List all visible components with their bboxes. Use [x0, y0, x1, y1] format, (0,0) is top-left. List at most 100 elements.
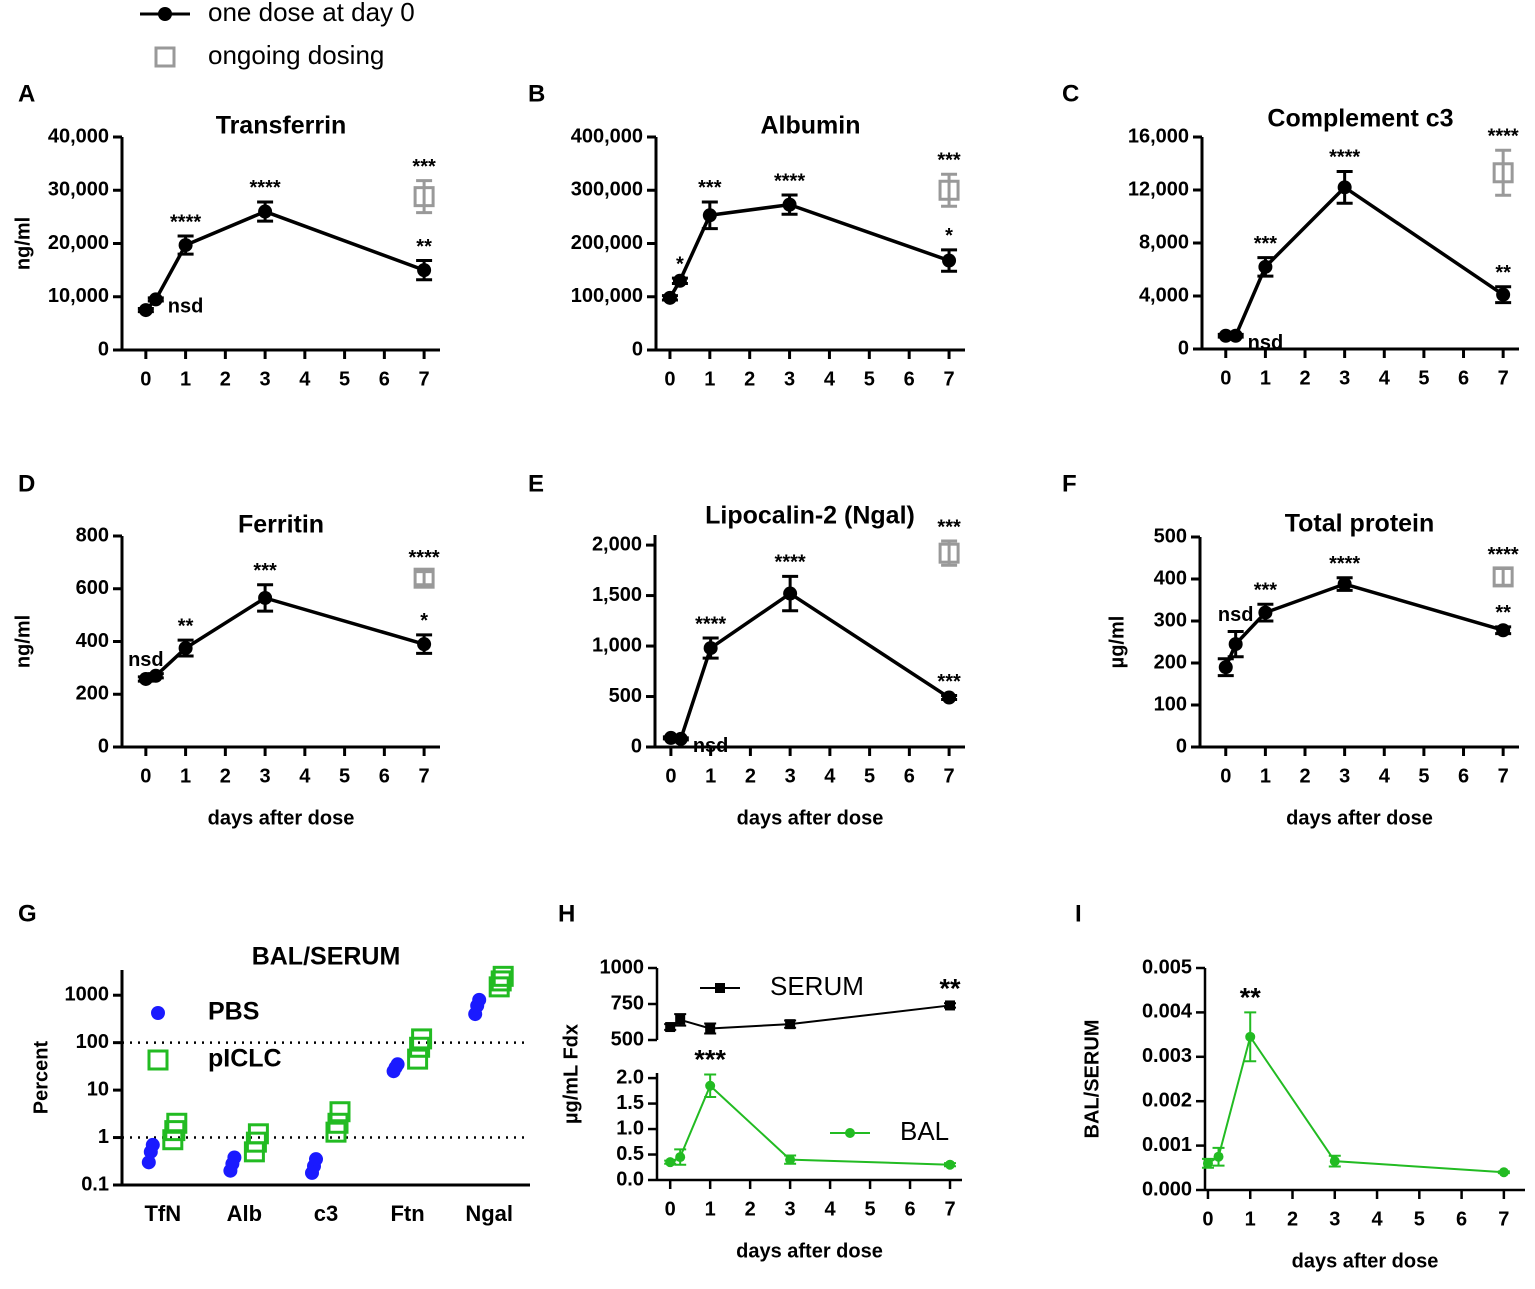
error-bar	[941, 172, 958, 208]
annotation: **	[1495, 602, 1511, 624]
y-tick-label: 0	[98, 735, 109, 757]
annotation: ****	[695, 613, 726, 635]
x-tick-label: 5	[1414, 1208, 1425, 1230]
marker	[1218, 660, 1233, 675]
marker	[141, 1155, 156, 1170]
y-tick-label: 0	[632, 338, 643, 360]
annotation: ***	[1254, 579, 1278, 601]
marker	[407, 1048, 429, 1070]
x-tick-label: 5	[1418, 765, 1429, 787]
x-tick-label: 4	[825, 1198, 837, 1220]
annotation: ****	[1488, 126, 1519, 148]
marker	[1245, 1031, 1256, 1042]
panel-letter: H	[558, 900, 575, 927]
x-tick-label: 0	[1220, 765, 1231, 787]
x-tick-label: 7	[1498, 765, 1509, 787]
x-tick-label: 3	[260, 765, 271, 787]
x-tick-label: 2	[1287, 1208, 1298, 1230]
y-tick-label: 4,000	[1139, 284, 1189, 306]
panel-letter: G	[18, 900, 37, 927]
x-tick-label: TfN	[144, 1201, 181, 1226]
marker	[164, 1120, 186, 1142]
chart-title: Albumin	[761, 112, 861, 140]
annotation: ****	[774, 170, 805, 192]
y-tick-label: 10,000	[48, 285, 109, 307]
marker	[782, 197, 797, 212]
y-tick-label: 0	[98, 338, 109, 360]
x-tick-label: 5	[1418, 367, 1429, 389]
marker	[417, 637, 432, 652]
x-tick-label: 7	[419, 765, 430, 787]
marker	[1496, 287, 1511, 302]
x-tick-label: Ftn	[390, 1201, 424, 1226]
y-axis-label: ng/ml	[12, 217, 34, 270]
y-tick-label: 300	[1154, 609, 1187, 631]
marker	[673, 731, 688, 746]
annotation: **	[178, 615, 194, 637]
x-tick-label: 6	[1456, 1208, 1467, 1230]
x-tick-label: 4	[1371, 1208, 1383, 1230]
annotation: ***	[1254, 233, 1278, 255]
marker	[247, 1123, 269, 1145]
y-tick-label: 1000	[600, 956, 645, 978]
annotation: ****	[250, 177, 281, 199]
y-axis-label: µg/ml	[1106, 616, 1128, 669]
x-tick-label: 4	[824, 368, 836, 390]
x-tick-label: 0	[1220, 367, 1231, 389]
annotation: ***	[694, 1045, 726, 1075]
x-tick-label: 1	[180, 368, 191, 390]
x-tick-label: 1	[180, 765, 191, 787]
marker	[1498, 1167, 1509, 1178]
marker	[945, 1159, 956, 1170]
x-tick-label: 6	[904, 368, 915, 390]
x-tick-label: 6	[904, 1198, 915, 1220]
x-tick-label: 0	[1202, 1208, 1213, 1230]
marker	[411, 1028, 433, 1050]
annotation: ****	[1329, 147, 1360, 169]
annotation: ***	[937, 671, 961, 693]
x-tick-label: 5	[864, 1198, 875, 1220]
panel-letter: B	[528, 80, 545, 107]
x-tick-label: 7	[1498, 367, 1509, 389]
marker	[945, 1000, 956, 1011]
x-tick-label: 2	[744, 368, 755, 390]
x-tick-label: 0	[665, 1198, 676, 1220]
y-tick-label: 1	[98, 1126, 109, 1148]
x-tick-label: 4	[299, 765, 311, 787]
annotation: ***	[698, 177, 722, 199]
marker	[665, 1022, 676, 1033]
annotation: ***	[253, 560, 277, 582]
y-tick-label: 1,000	[592, 634, 642, 656]
marker	[1228, 637, 1243, 652]
y-tick-label: 0.002	[1142, 1089, 1192, 1111]
x-tick-label: 3	[785, 1198, 796, 1220]
x-tick-label: Alb	[227, 1201, 262, 1226]
marker	[1258, 605, 1273, 620]
y-tick-label: 1,500	[592, 584, 642, 606]
series-line	[1207, 1034, 1504, 1174]
x-tick-label: 4	[1379, 367, 1391, 389]
marker	[1337, 180, 1352, 195]
marker	[942, 253, 957, 268]
y-tick-label: 400,000	[571, 125, 643, 147]
marker	[138, 303, 153, 318]
y-tick-label: 200	[76, 683, 109, 705]
annotation: *	[676, 253, 684, 275]
error-bar	[416, 570, 433, 587]
marker	[258, 204, 273, 219]
y-tick-label: 30,000	[48, 179, 109, 201]
chart-title: Complement c3	[1267, 105, 1453, 133]
legend-marker	[154, 46, 176, 68]
marker	[938, 542, 960, 564]
y-tick-label: 20,000	[48, 232, 109, 254]
legend-label: BAL	[900, 1116, 949, 1146]
x-tick-label: 5	[864, 368, 875, 390]
y-tick-label: 750	[611, 992, 644, 1014]
y-tick-label: 1.5	[616, 1092, 644, 1114]
marker	[1228, 328, 1243, 343]
y-tick-label: 10	[87, 1078, 109, 1100]
y-tick-label: 300,000	[571, 179, 643, 201]
annotation: *	[420, 610, 428, 632]
legend-marker	[147, 1049, 169, 1071]
x-tick-label: 1	[704, 368, 715, 390]
